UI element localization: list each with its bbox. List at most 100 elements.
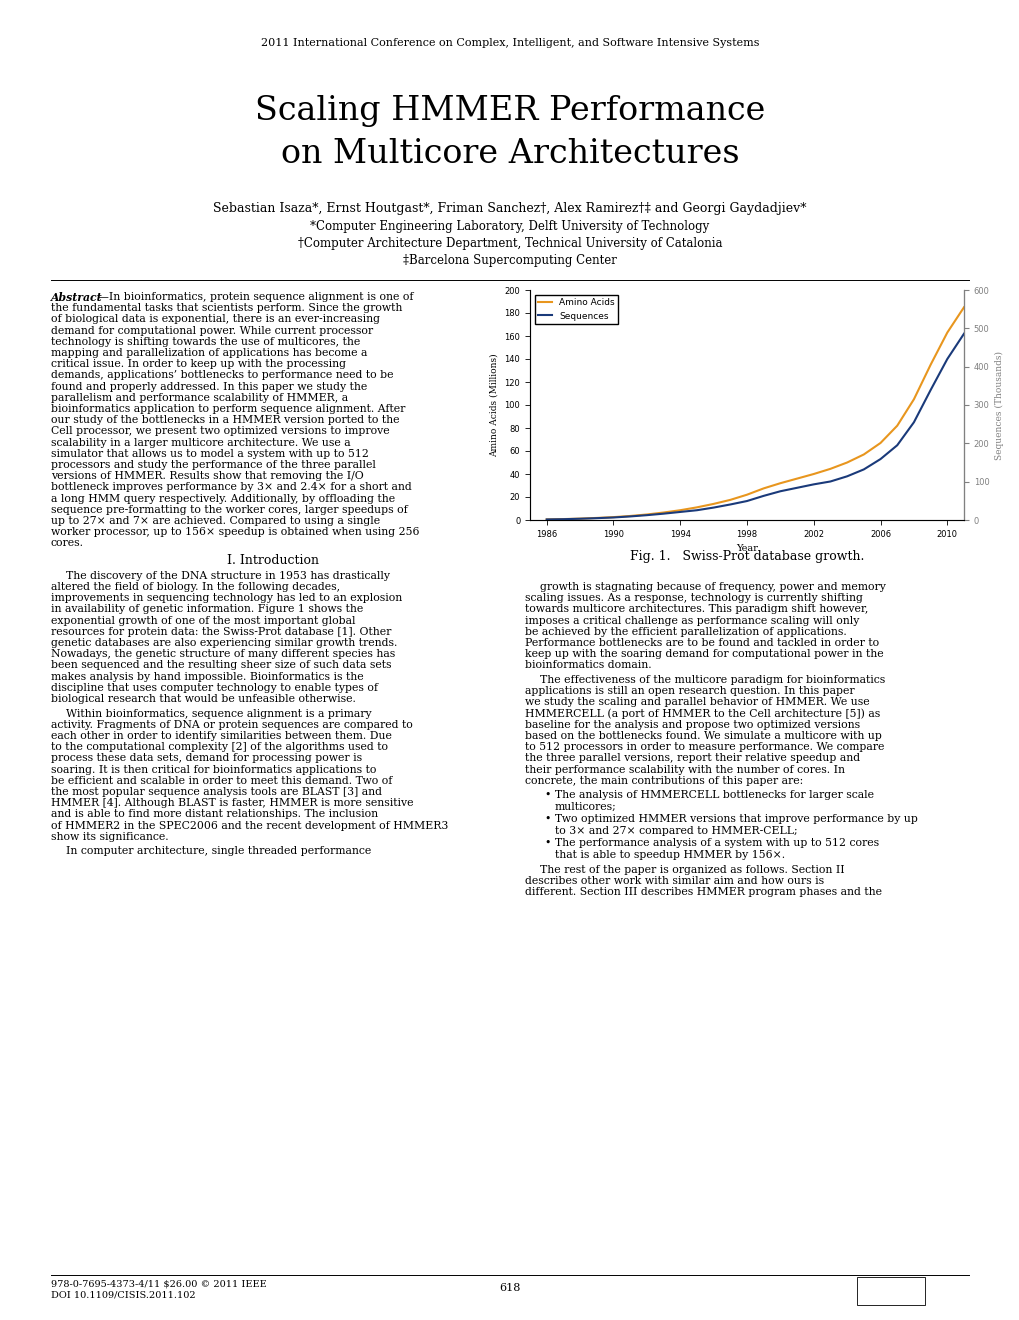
Y-axis label: Sequences (Thousands): Sequences (Thousands) [995, 351, 1004, 459]
Amino Acids [773, 475, 786, 491]
Text: of biological data is exponential, there is an ever-increasing: of biological data is exponential, there… [51, 314, 380, 325]
Text: HMMERCELL (a port of HMMER to the Cell architecture [5]) as: HMMERCELL (a port of HMMER to the Cell a… [525, 709, 879, 719]
Sequences [640, 507, 652, 523]
Text: discipline that uses computer technology to enable types of: discipline that uses computer technology… [51, 682, 378, 693]
Sequences [556, 511, 569, 527]
Text: scaling issues. As a response, technology is currently shifting: scaling issues. As a response, technolog… [525, 593, 862, 603]
Text: Within bioinformatics, sequence alignment is a primary: Within bioinformatics, sequence alignmen… [66, 709, 371, 718]
Text: towards multicore architectures. This paradigm shift however,: towards multicore architectures. This pa… [525, 605, 867, 614]
Text: —In bioinformatics, protein sequence alignment is one of: —In bioinformatics, protein sequence ali… [98, 292, 413, 302]
Text: be efficient and scalable in order to meet this demand. Two of: be efficient and scalable in order to me… [51, 776, 392, 785]
Text: • The performance analysis of a system with up to 512 cores: • The performance analysis of a system w… [544, 838, 878, 849]
Sequences [590, 511, 602, 527]
Amino Acids [957, 300, 969, 315]
Text: been sequenced and the resulting sheer size of such data sets: been sequenced and the resulting sheer s… [51, 660, 391, 671]
Amino Acids [690, 499, 702, 515]
Line: Sequences: Sequences [546, 334, 963, 520]
Sequences [891, 437, 903, 453]
Text: improvements in sequencing technology has led to an explosion: improvements in sequencing technology ha… [51, 593, 401, 603]
Text: show its significance.: show its significance. [51, 832, 168, 842]
Sequences [841, 469, 853, 484]
Amino Acids [923, 356, 935, 372]
Text: DOI 10.1109/CISIS.2011.102: DOI 10.1109/CISIS.2011.102 [51, 1291, 196, 1300]
Text: biological research that would be unfeasible otherwise.: biological research that would be unfeas… [51, 694, 356, 704]
Text: Abstract: Abstract [51, 292, 103, 304]
Sequences [757, 488, 769, 504]
X-axis label: Year: Year [736, 544, 757, 553]
Text: Nowadays, the genetic structure of many different species has: Nowadays, the genetic structure of many … [51, 649, 395, 659]
Text: bioinformatics domain.: bioinformatics domain. [525, 660, 651, 671]
Text: society: society [860, 1296, 887, 1304]
Amino Acids [556, 511, 569, 527]
Text: worker processor, up to 156× speedup is obtained when using 256: worker processor, up to 156× speedup is … [51, 527, 419, 537]
Y-axis label: Amino Acids (Millions): Amino Acids (Millions) [489, 354, 498, 457]
Amino Acids [606, 510, 619, 525]
Text: The discovery of the DNA structure in 1953 has drastically: The discovery of the DNA structure in 19… [66, 570, 389, 581]
Text: the most popular sequence analysis tools are BLAST [3] and: the most popular sequence analysis tools… [51, 787, 382, 797]
Text: mapping and parallelization of applications has become a: mapping and parallelization of applicati… [51, 348, 367, 358]
Amino Acids [857, 446, 869, 462]
Amino Acids [574, 511, 586, 527]
Text: that is able to speedup HMMER by 156×.: that is able to speedup HMMER by 156×. [554, 850, 785, 859]
Amino Acids [757, 480, 769, 496]
Legend: Amino Acids, Sequences: Amino Acids, Sequences [534, 294, 618, 325]
Amino Acids [624, 508, 636, 524]
Text: bottleneck improves performance by 3× and 2.4× for a short and: bottleneck improves performance by 3× an… [51, 482, 412, 492]
Amino Acids [723, 492, 736, 508]
Amino Acids [707, 496, 719, 512]
Sequences [606, 510, 619, 525]
Amino Acids [823, 461, 836, 477]
Sequences [574, 511, 586, 527]
Text: and is able to find more distant relationships. The inclusion: and is able to find more distant relatio… [51, 809, 378, 820]
Text: makes analysis by hand impossible. Bioinformatics is the: makes analysis by hand impossible. Bioin… [51, 672, 363, 681]
Text: genetic databases are also experiencing similar growth trends.: genetic databases are also experiencing … [51, 638, 397, 648]
Sequences [941, 351, 953, 367]
Text: • The analysis of HMMERCELL bottlenecks for larger scale: • The analysis of HMMERCELL bottlenecks … [544, 791, 873, 800]
Sequences [823, 474, 836, 490]
Text: technology is shifting towards the use of multicores, the: technology is shifting towards the use o… [51, 337, 360, 347]
Text: HMMER [4]. Although BLAST is faster, HMMER is more sensitive: HMMER [4]. Although BLAST is faster, HMM… [51, 799, 413, 808]
Text: processors and study the performance of the three parallel: processors and study the performance of … [51, 459, 376, 470]
Amino Acids [941, 325, 953, 341]
Text: baseline for the analysis and propose two optimized versions: baseline for the analysis and propose tw… [525, 719, 859, 730]
Text: their performance scalability with the number of cores. In: their performance scalability with the n… [525, 764, 844, 775]
Sequences [857, 462, 869, 478]
Amino Acids [640, 507, 652, 523]
Amino Acids [807, 466, 819, 482]
Sequences [723, 496, 736, 512]
Text: soaring. It is then critical for bioinformatics applications to: soaring. It is then critical for bioinfo… [51, 764, 376, 775]
Text: applications is still an open research question. In this paper: applications is still an open research q… [525, 686, 854, 696]
Text: up to 27× and 7× are achieved. Compared to using a single: up to 27× and 7× are achieved. Compared … [51, 516, 380, 525]
Text: computer: computer [859, 1287, 896, 1295]
Amino Acids [790, 471, 802, 487]
Amino Acids [740, 487, 752, 503]
Text: on Multicore Architectures: on Multicore Architectures [280, 139, 739, 170]
Text: in availability of genetic information. Figure 1 shows the: in availability of genetic information. … [51, 605, 363, 615]
Text: I. Introduction: I. Introduction [227, 554, 319, 568]
Bar [856, 1276, 924, 1305]
Sequences [873, 451, 886, 467]
Text: Performance bottlenecks are to be found and tackled in order to: Performance bottlenecks are to be found … [525, 638, 878, 648]
Text: each other in order to identify similarities between them. Due: each other in order to identify similari… [51, 731, 391, 741]
Text: to the computational complexity [2] of the algorithms used to: to the computational complexity [2] of t… [51, 742, 387, 752]
Sequences [773, 483, 786, 499]
Text: describes other work with similar aim and how ours is: describes other work with similar aim an… [525, 876, 823, 886]
Text: IEEE: IEEE [860, 1279, 879, 1287]
Text: computer: computer [860, 1288, 897, 1296]
Text: to 512 processors in order to measure performance. We compare: to 512 processors in order to measure pe… [525, 742, 883, 752]
Text: cores.: cores. [51, 539, 84, 548]
Text: 978-0-7695-4373-4/11 $26.00 © 2011 IEEE: 978-0-7695-4373-4/11 $26.00 © 2011 IEEE [51, 1280, 267, 1290]
Text: demand for computational power. While current processor: demand for computational power. While cu… [51, 326, 373, 335]
Text: • Two optimized HMMER versions that improve performance by up: • Two optimized HMMER versions that impr… [544, 814, 917, 825]
Text: sequence pre-formatting to the worker cores, larger speedups of: sequence pre-formatting to the worker co… [51, 504, 408, 515]
Amino Acids [674, 503, 686, 519]
Line: Amino Acids: Amino Acids [546, 308, 963, 520]
Sequences [740, 494, 752, 510]
Sequences [540, 512, 552, 528]
Sequences [624, 508, 636, 524]
Sequences [907, 414, 919, 430]
Text: based on the bottlenecks found. We simulate a multicore with up: based on the bottlenecks found. We simul… [525, 731, 881, 741]
Text: *Computer Engineering Laboratory, Delft University of Technology: *Computer Engineering Laboratory, Delft … [310, 220, 709, 234]
Sequences [957, 326, 969, 342]
Text: society: society [859, 1296, 886, 1304]
